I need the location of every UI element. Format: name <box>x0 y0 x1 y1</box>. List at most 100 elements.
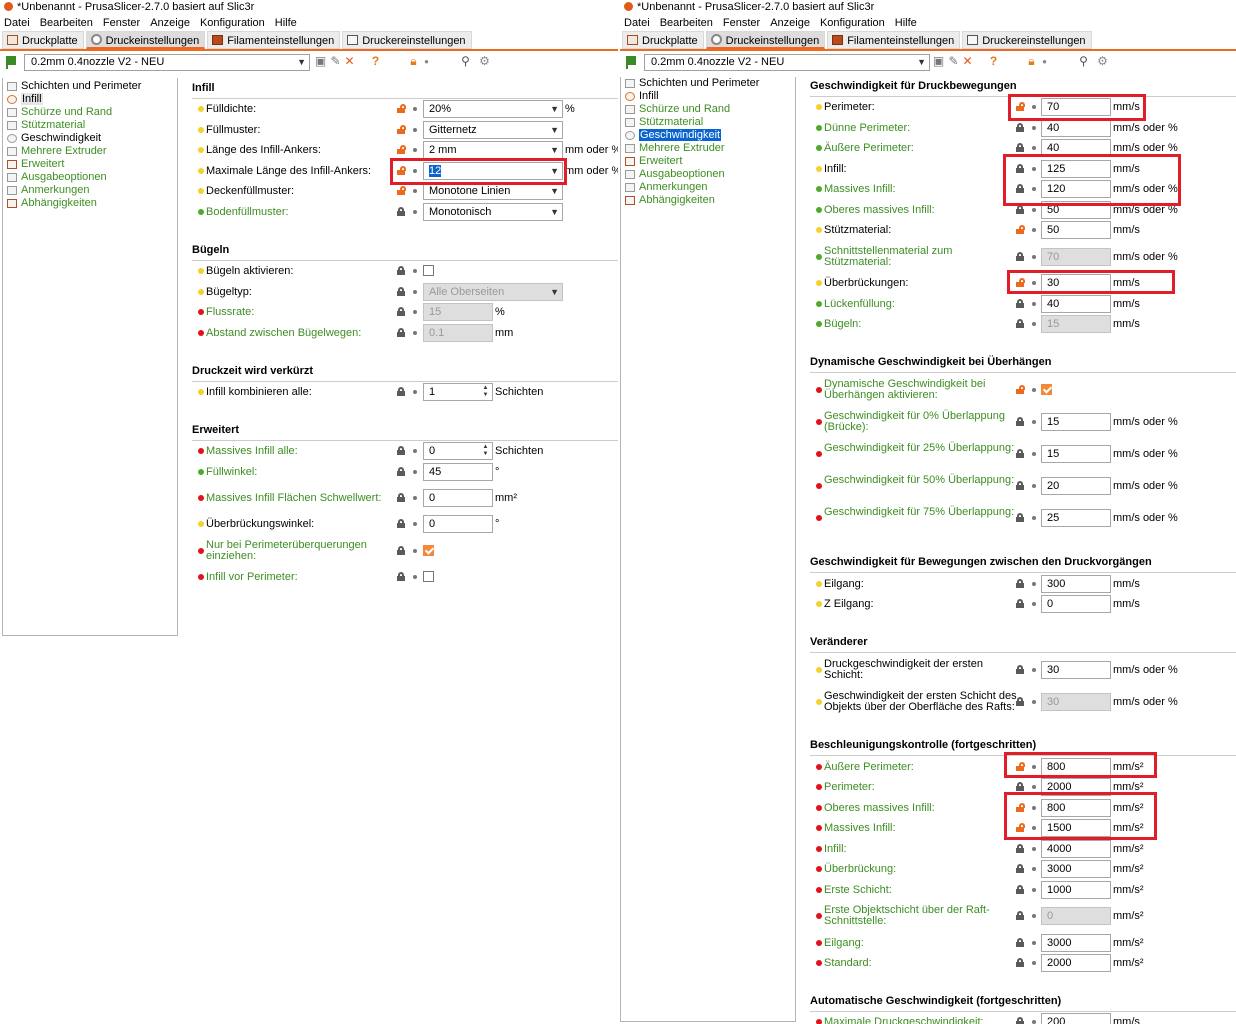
sidebar-item-support[interactable]: Stützmaterial <box>621 116 795 129</box>
system-value-bullet-icon[interactable] <box>413 575 417 579</box>
sidebar-item-notes[interactable]: Anmerkungen <box>621 181 795 194</box>
lock-icon[interactable] <box>397 266 405 275</box>
system-value-bullet-icon[interactable] <box>1032 208 1036 212</box>
lock-icon[interactable] <box>1016 844 1024 853</box>
value-input[interactable]: 0.1 <box>423 324 493 342</box>
lock-icon[interactable] <box>397 287 405 296</box>
lock-icon[interactable] <box>1016 1017 1024 1024</box>
value-input[interactable]: 15 <box>1041 413 1111 431</box>
value-input[interactable]: 30 <box>1041 274 1111 292</box>
value-input[interactable]: 200 <box>1041 1013 1111 1024</box>
value-input[interactable]: 300 <box>1041 575 1111 593</box>
sidebar-item-layers[interactable]: Schichten und Perimeter <box>621 77 795 90</box>
lock-icon[interactable] <box>1016 123 1024 132</box>
unlock-icon[interactable] <box>397 125 406 134</box>
lock-icon[interactable] <box>1016 958 1024 967</box>
lock-icon[interactable] <box>397 467 405 476</box>
unlock-icon[interactable] <box>397 166 406 175</box>
value-input[interactable]: 800 <box>1041 758 1111 776</box>
value-input[interactable]: 125 <box>1041 160 1111 178</box>
system-value-bullet-icon[interactable] <box>413 470 417 474</box>
menu-fenster[interactable]: Fenster <box>102 17 141 29</box>
system-value-bullet-icon[interactable] <box>413 269 417 273</box>
value-input[interactable]: 50 <box>1041 221 1111 239</box>
lock-icon[interactable] <box>1016 579 1024 588</box>
system-value-bullet-icon[interactable] <box>413 169 417 173</box>
value-input[interactable]: 0 <box>1041 907 1111 925</box>
system-value-bullet-icon[interactable] <box>1032 847 1036 851</box>
spin-arrows-icon[interactable]: ▲ ▼ <box>482 385 489 398</box>
value-input[interactable]: 0 ▲ ▼ <box>423 442 493 460</box>
sidebar-item-skirt[interactable]: Schürze und Rand <box>3 106 177 119</box>
combo-box[interactable]: Alle Oberseiten ▼ <box>423 283 563 301</box>
tab-filamenteinstellungen[interactable]: Filamenteinstellungen <box>827 31 961 49</box>
sidebar-item-advanced[interactable]: Erweitert <box>621 155 795 168</box>
system-value-bullet-icon[interactable] <box>1032 785 1036 789</box>
lock-icon[interactable] <box>397 207 405 216</box>
menu-datei[interactable]: Datei <box>624 17 650 29</box>
system-value-bullet-icon[interactable] <box>1032 700 1036 704</box>
value-input[interactable]: 2000 <box>1041 778 1111 796</box>
lock-legend-icon[interactable]: 🔒︎ <box>410 54 417 68</box>
sidebar-item-output[interactable]: Ausgabeoptionen <box>3 171 177 184</box>
system-value-bullet-icon[interactable] <box>1032 961 1036 965</box>
tab-filamenteinstellungen[interactable]: Filamenteinstellungen <box>207 31 341 49</box>
unlock-icon[interactable] <box>1016 278 1025 287</box>
value-input[interactable]: 15 <box>423 303 493 321</box>
compare-icon[interactable]: ⚙ <box>1097 54 1108 68</box>
system-value-bullet-icon[interactable] <box>413 148 417 152</box>
value-input[interactable]: 30 <box>1041 693 1111 711</box>
lock-icon[interactable] <box>1016 143 1024 152</box>
system-value-bullet-icon[interactable] <box>413 189 417 193</box>
value-input[interactable]: 2000 <box>1041 954 1111 972</box>
menu-fenster[interactable]: Fenster <box>722 17 761 29</box>
lock-icon[interactable] <box>397 546 405 555</box>
system-value-bullet-icon[interactable] <box>413 522 417 526</box>
sidebar-item-infill[interactable]: Infill <box>621 90 795 103</box>
system-value-bullet-icon[interactable] <box>413 310 417 314</box>
lock-icon[interactable] <box>397 519 405 528</box>
value-input[interactable]: 45 <box>423 463 493 481</box>
value-input[interactable]: 15 <box>1041 315 1111 333</box>
value-input[interactable]: 1 ▲ ▼ <box>423 383 493 401</box>
tab-druckplatte[interactable]: Druckplatte <box>2 31 84 49</box>
sidebar-item-advanced[interactable]: Erweitert <box>3 158 177 171</box>
menu-konfiguration[interactable]: Konfiguration <box>819 17 885 29</box>
checkbox[interactable] <box>1041 384 1052 395</box>
tab-druckeinstellungen[interactable]: Druckeinstellungen <box>705 31 826 49</box>
value-input[interactable]: 120 <box>1041 180 1111 198</box>
system-value-bullet-icon[interactable] <box>413 210 417 214</box>
system-value-bullet-icon[interactable] <box>1032 452 1036 456</box>
combo-box[interactable]: 20% ▼ <box>423 100 563 118</box>
system-value-bullet-icon[interactable] <box>1032 146 1036 150</box>
value-input[interactable]: 50 <box>1041 201 1111 219</box>
value-input[interactable]: 20 <box>1041 477 1111 495</box>
system-value-bullet-icon[interactable] <box>1032 888 1036 892</box>
system-value-bullet-icon[interactable] <box>413 290 417 294</box>
tab-druckereinstellungen[interactable]: Druckereinstellungen <box>342 31 472 49</box>
lock-icon[interactable] <box>1016 864 1024 873</box>
system-value-bullet-icon[interactable] <box>413 107 417 111</box>
system-value-bullet-icon[interactable] <box>413 496 417 500</box>
combo-box[interactable]: Monotone Linien ▼ <box>423 182 563 200</box>
system-value-bullet-icon[interactable] <box>1032 668 1036 672</box>
system-value-bullet-icon[interactable] <box>1032 516 1036 520</box>
system-value-bullet-icon[interactable] <box>1032 941 1036 945</box>
lock-icon[interactable] <box>1016 319 1024 328</box>
lock-icon[interactable] <box>397 493 405 502</box>
value-input[interactable]: 0 <box>423 515 493 533</box>
help-icon[interactable]: ? <box>989 54 998 68</box>
checkbox[interactable] <box>423 545 434 556</box>
sidebar-item-notes[interactable]: Anmerkungen <box>3 184 177 197</box>
system-value-bullet-icon[interactable] <box>1032 914 1036 918</box>
save-icon[interactable]: ▣ <box>314 54 327 68</box>
system-value-bullet-icon[interactable] <box>1032 322 1036 326</box>
lock-icon[interactable] <box>1016 449 1024 458</box>
system-value-bullet-icon[interactable] <box>1032 582 1036 586</box>
system-value-bullet-icon[interactable] <box>1032 765 1036 769</box>
system-value-bullet-icon[interactable] <box>413 331 417 335</box>
delete-icon[interactable]: ✕ <box>962 54 973 68</box>
checkbox[interactable] <box>423 265 434 276</box>
lock-icon[interactable] <box>1016 938 1024 947</box>
sidebar-item-extruders[interactable]: Mehrere Extruder <box>621 142 795 155</box>
